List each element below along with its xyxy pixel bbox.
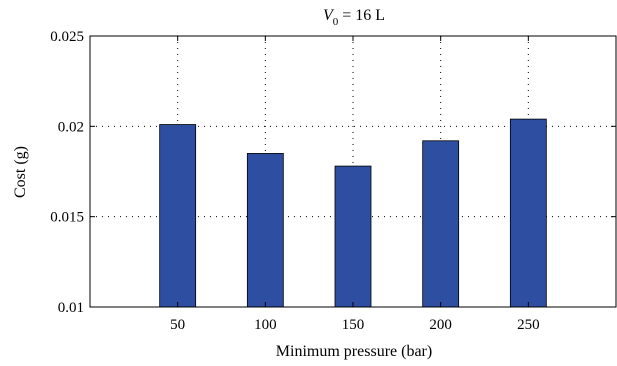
bar-50 xyxy=(159,124,197,308)
x-tick-label: 50 xyxy=(170,317,185,333)
y-tick-label: 0.01 xyxy=(58,300,84,316)
y-tick-label: 0.025 xyxy=(50,29,84,45)
title-subscript: 0 xyxy=(333,16,339,28)
title-symbol: V xyxy=(323,7,335,24)
x-tick-label: 150 xyxy=(342,317,365,333)
chart-title: V0 = 16 L xyxy=(323,7,385,28)
y-tick-label: 0.02 xyxy=(58,119,84,135)
x-tick-label: 250 xyxy=(517,317,540,333)
x-axis-label: Minimum pressure (bar) xyxy=(276,343,432,360)
y-axis-label: Cost (g) xyxy=(12,146,29,198)
x-tick-label: 200 xyxy=(429,317,452,333)
bar-150 xyxy=(334,165,372,308)
y-tick-label: 0.015 xyxy=(50,210,84,226)
x-tick-label: 100 xyxy=(254,317,277,333)
bars xyxy=(159,118,547,308)
bar-200 xyxy=(422,140,460,308)
bar-250 xyxy=(509,118,547,308)
bar-100 xyxy=(246,153,284,308)
title-rest: = 16 L xyxy=(338,7,385,24)
ticks: 0.01 0.015 0.02 0.025 50 100 150 200 250 xyxy=(50,29,616,333)
